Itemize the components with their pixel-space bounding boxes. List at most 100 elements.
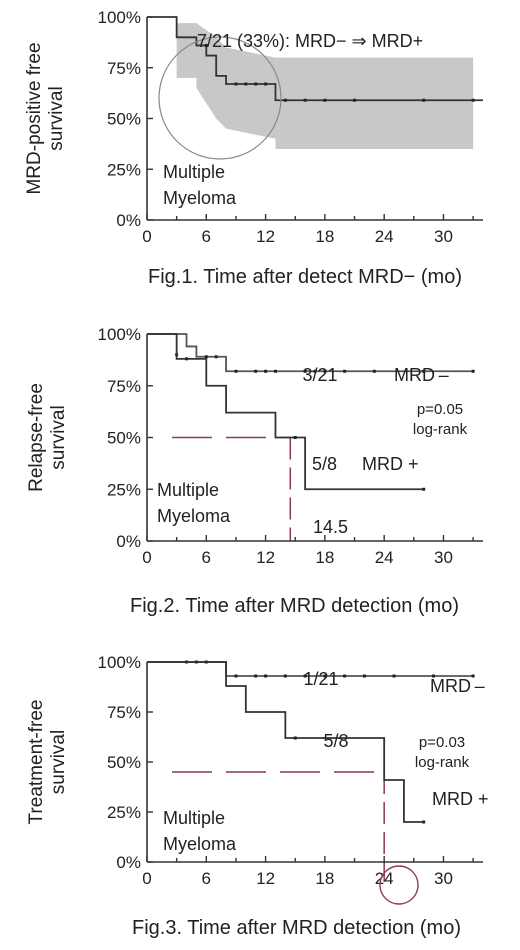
mrd-positive-label: MRD + <box>432 789 489 809</box>
censor-mark <box>234 674 238 678</box>
survival-curve <box>147 333 424 491</box>
censor-mark <box>293 436 297 439</box>
figure-caption: Fig.2. Time after MRD detection (mo) <box>130 595 459 617</box>
p-value: p=0.05 <box>417 401 463 418</box>
survival-curve <box>147 333 474 373</box>
censor-mark <box>254 674 258 678</box>
test-name: log-rank <box>415 754 470 771</box>
censor-mark <box>254 82 258 86</box>
censor-mark <box>343 674 347 678</box>
disease-label: Multiple <box>163 808 225 828</box>
y-axis-label: survival <box>46 86 67 150</box>
y-tick-label: 25% <box>107 160 141 179</box>
censor-mark <box>283 98 287 102</box>
censor-mark <box>471 98 475 102</box>
censor-mark <box>323 369 327 373</box>
y-tick-label: 0% <box>116 211 141 230</box>
p-value: p=0.03 <box>419 734 465 751</box>
disease-label: Myeloma <box>163 834 237 854</box>
censor-mark <box>264 369 268 373</box>
x-tick-label: 30 <box>434 227 453 246</box>
confidence-band <box>176 23 474 149</box>
mrd-positive-label: MRD + <box>362 454 419 474</box>
mrd-positive-count: 5/8 <box>312 454 337 474</box>
censor-mark <box>303 369 307 373</box>
x-tick-label: 12 <box>256 227 275 246</box>
median-circle <box>379 865 419 905</box>
censor-mark <box>234 369 238 373</box>
x-tick-label: 18 <box>315 227 334 246</box>
x-tick-label: 12 <box>256 548 275 567</box>
disease-label: Myeloma <box>157 506 231 526</box>
disease-label: Multiple <box>157 480 219 500</box>
censor-mark <box>323 98 327 102</box>
censor-mark <box>372 369 376 373</box>
mrd-negative-label: MRD – <box>430 676 485 696</box>
censor-mark <box>343 369 347 373</box>
censor-mark <box>313 369 317 373</box>
censor-mark <box>303 674 307 678</box>
censor-mark <box>244 82 248 86</box>
censor-mark <box>283 674 287 678</box>
censor-mark <box>185 357 189 361</box>
y-tick-label: 25% <box>107 480 141 499</box>
y-axis-label: Relapse-free <box>26 383 47 492</box>
censor-mark <box>392 674 396 678</box>
x-tick-label: 24 <box>375 869 394 888</box>
y-tick-label: 25% <box>107 803 141 822</box>
median-value: 14.5 <box>313 517 348 537</box>
censor-mark <box>422 369 426 373</box>
survival-curve <box>147 16 483 102</box>
test-name: log-rank <box>413 421 468 438</box>
y-axis-label: MRD-positive free <box>24 42 45 194</box>
y-axis-label: Treatment-free <box>26 700 47 825</box>
mrd-positive-count: 5/8 <box>323 731 348 751</box>
censor-mark <box>264 82 268 86</box>
censor-mark <box>471 369 475 373</box>
mrd-negative-count: 3/21 <box>302 365 337 385</box>
disease-label: Multiple <box>163 162 225 182</box>
x-tick-label: 6 <box>202 548 211 567</box>
censor-mark <box>422 487 426 491</box>
censor-mark <box>273 369 277 373</box>
censor-mark <box>214 355 218 359</box>
disease-label: Myeloma <box>163 188 237 208</box>
censor-mark <box>234 82 238 86</box>
censor-mark <box>204 355 208 359</box>
y-tick-label: 75% <box>107 377 141 396</box>
y-tick-label: 50% <box>107 110 141 129</box>
x-tick-label: 0 <box>142 869 151 888</box>
x-tick-label: 12 <box>256 869 275 888</box>
y-tick-label: 50% <box>107 429 141 448</box>
x-tick-label: 30 <box>434 548 453 567</box>
y-tick-label: 100% <box>98 653 141 672</box>
conversion-annotation: 7/21 (33%): MRD− ⇒ MRD+ <box>197 31 423 51</box>
x-tick-label: 6 <box>202 227 211 246</box>
censor-mark <box>422 820 426 824</box>
censor-mark <box>323 674 327 678</box>
censor-mark <box>353 98 357 102</box>
mrd-negative-label: MRD – <box>394 365 449 385</box>
censor-mark <box>432 674 436 678</box>
censor-mark <box>303 98 307 102</box>
y-tick-label: 75% <box>107 59 141 78</box>
survival-curve <box>147 661 424 823</box>
censor-mark <box>293 736 297 740</box>
censor-mark <box>204 43 208 47</box>
censor-mark <box>422 98 426 102</box>
figure-caption: Fig.3. Time after MRD detection (mo) <box>132 917 461 939</box>
x-tick-label: 30 <box>434 869 453 888</box>
y-tick-label: 50% <box>107 753 141 772</box>
x-tick-label: 0 <box>142 227 151 246</box>
censor-mark <box>264 674 268 678</box>
x-tick-label: 18 <box>315 869 334 888</box>
y-tick-label: 100% <box>98 325 141 344</box>
y-tick-label: 0% <box>116 532 141 551</box>
x-tick-label: 18 <box>315 548 334 567</box>
censor-mark <box>471 674 475 678</box>
x-tick-label: 24 <box>375 227 394 246</box>
highlight-circle <box>158 36 282 160</box>
figure-caption: Fig.1. Time after detect MRD− (mo) <box>148 266 462 288</box>
censor-mark <box>254 369 258 373</box>
